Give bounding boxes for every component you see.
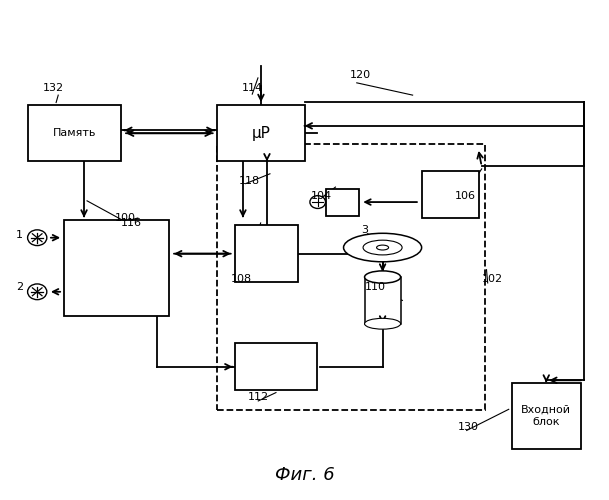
Text: 114: 114 [241,82,262,92]
Ellipse shape [365,271,401,283]
Text: Память: Память [53,128,96,138]
Bar [421,172,479,218]
Text: 1: 1 [16,230,23,240]
Text: 102: 102 [482,274,503,284]
Ellipse shape [363,240,402,255]
Text: 118: 118 [239,176,259,186]
Text: Фиг. 6: Фиг. 6 [275,466,334,483]
Text: 100: 100 [115,213,136,223]
Circle shape [27,284,47,300]
Bar [217,144,485,410]
Ellipse shape [376,245,389,250]
Text: 116: 116 [121,218,143,228]
Text: μP: μP [252,126,270,140]
Text: 104: 104 [311,191,332,201]
Bar [365,277,401,324]
Text: Входной
блок: Входной блок [521,405,571,426]
Bar [64,220,169,316]
Bar [236,344,317,390]
Text: 130: 130 [458,422,479,432]
Ellipse shape [365,318,401,329]
Text: 108: 108 [231,274,252,284]
Text: 110: 110 [365,282,385,292]
Text: 132: 132 [43,82,65,92]
Bar [512,383,581,449]
Circle shape [27,230,47,246]
Bar [217,105,304,162]
Text: 2: 2 [16,282,23,292]
Circle shape [310,196,326,208]
Ellipse shape [343,234,421,262]
Bar [236,226,298,282]
Text: 106: 106 [455,191,476,201]
Text: 112: 112 [247,392,269,402]
Text: 3: 3 [362,225,368,235]
Text: 120: 120 [350,70,371,81]
Bar [326,188,359,216]
Bar [28,105,121,162]
